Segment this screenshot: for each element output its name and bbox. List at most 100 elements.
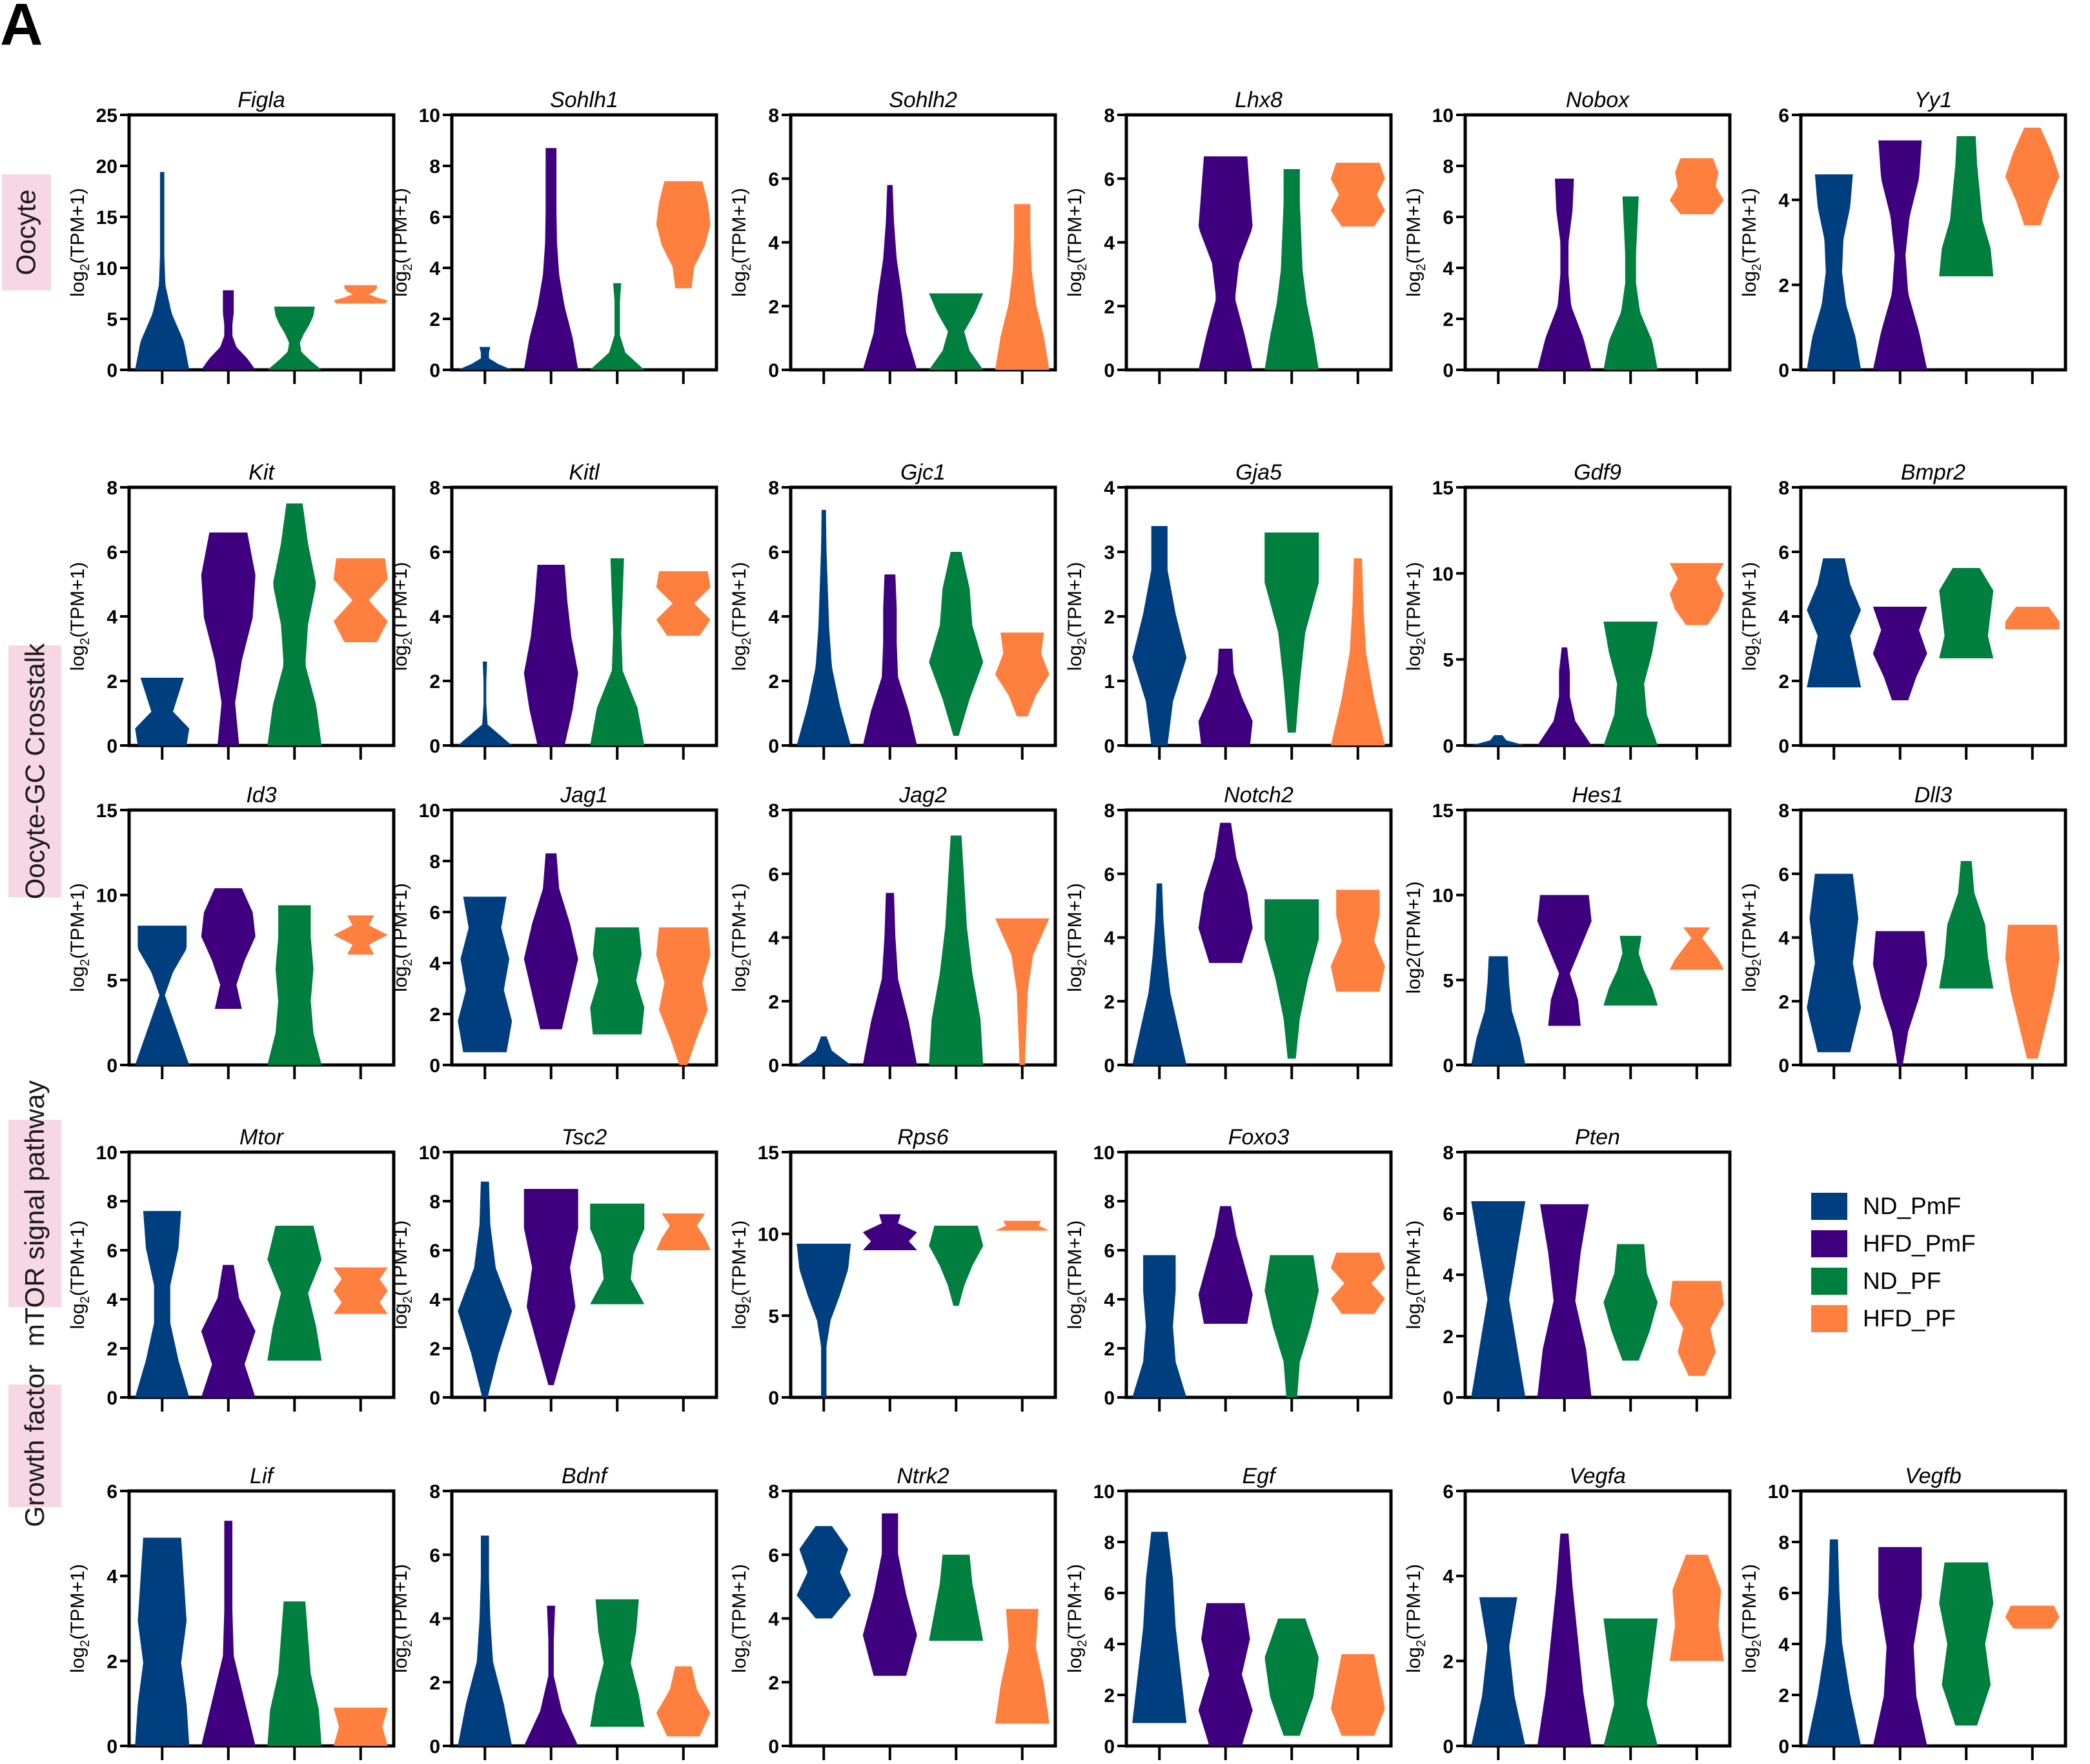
- panel-title: Egf: [1242, 1464, 1277, 1488]
- violin-nd-pf: [590, 927, 645, 1035]
- panel-title: Ntrk2: [897, 1464, 949, 1488]
- violin-hfd-pmf: [862, 574, 917, 745]
- y-axis-label: log2(TPM+1): [1403, 1221, 1428, 1330]
- panel-title: Jag1: [560, 783, 608, 807]
- violin-panel-egf: Egf 0 2 4 6 8 10 log2(TPM+1): [1064, 1464, 1393, 1760]
- legend-item: ND_PF: [1811, 1262, 1976, 1300]
- plot-frame: [450, 1150, 718, 1399]
- y-tick-label: 6: [1104, 1241, 1115, 1262]
- plot-frame: [1799, 1489, 2067, 1748]
- y-tick-label: 5: [107, 309, 117, 330]
- y-tick-label: 5: [768, 1306, 779, 1327]
- violin-panel-lif: Lif 0 2 4 6 log2(TPM+1): [67, 1464, 396, 1760]
- violin-panel-kit: Kit 0 2 4 6 8 log2(TPM+1): [67, 460, 396, 760]
- y-tick-label: 10: [96, 1142, 117, 1164]
- y-tick-label: 8: [429, 851, 440, 873]
- violin-panel-rps6: Rps6 0 5 10 15 log2(TPM+1): [729, 1125, 1057, 1412]
- y-tick-label: 8: [1104, 1532, 1115, 1554]
- row-label-oocyte: Oocyte: [2, 174, 51, 290]
- y-tick-label: 8: [1104, 1191, 1115, 1213]
- violin-nd-pmf: [1132, 526, 1187, 745]
- violin-hfd-pf: [656, 927, 711, 1065]
- y-tick-label: 4: [429, 607, 440, 628]
- y-tick-label: 2: [768, 991, 779, 1013]
- violin-nd-pf: [590, 283, 645, 370]
- y-tick-label: 2: [429, 671, 440, 693]
- plot-frame: [1124, 1150, 1393, 1399]
- y-axis-label: log2(TPM+1): [729, 562, 754, 671]
- y-tick-label: 4: [1104, 478, 1115, 499]
- violin-nd-pf: [1264, 168, 1319, 370]
- violin-panel-dll3: Dll3 0 2 4 6 8 log2(TPM+1): [1739, 783, 2067, 1079]
- violin-panel-tsc2: Tsc2 0 2 4 6 8 10 log2(TPM+1): [390, 1125, 718, 1412]
- y-tick-label: 4: [429, 953, 440, 975]
- violin-hfd-pmf: [862, 185, 917, 370]
- panel-title: Vegfb: [1905, 1464, 1962, 1488]
- y-tick-label: 6: [107, 1241, 117, 1262]
- panel-title: Figla: [238, 88, 285, 112]
- panel-title: Dll3: [1914, 783, 1953, 807]
- y-tick-label: 8: [768, 105, 779, 127]
- violin-hfd-pmf: [1537, 1533, 1592, 1746]
- panel-title: Nobox: [1566, 88, 1630, 112]
- y-tick-label: 6: [429, 902, 440, 924]
- y-tick-label: 8: [768, 478, 779, 499]
- violin-hfd-pf: [1331, 1654, 1385, 1736]
- violin-hfd-pmf: [201, 1264, 256, 1397]
- violin-hfd-pmf: [1872, 140, 1927, 370]
- panel-title: Gja5: [1235, 460, 1282, 485]
- violin-nd-pmf: [135, 926, 190, 1065]
- plot-frame: [1799, 113, 2067, 372]
- y-tick-label: 6: [1104, 169, 1115, 190]
- violin-nd-pf: [590, 1599, 645, 1727]
- violin-nd-pf: [267, 307, 322, 370]
- violin-nd-pf: [1264, 899, 1319, 1059]
- violin-nd-pf: [1939, 861, 1994, 989]
- y-tick-label: 0: [429, 1388, 440, 1409]
- violin-hfd-pf: [2005, 607, 2060, 629]
- y-tick-label: 2: [768, 1672, 779, 1694]
- violin-nd-pf: [1603, 1618, 1658, 1746]
- panel-title: Lhx8: [1235, 88, 1283, 112]
- violin-hfd-pf: [333, 1707, 388, 1746]
- violin-panel-nobox: Nobox 0 2 4 6 8 10 log2(TPM+1): [1403, 88, 1732, 384]
- violin-hfd-pmf: [523, 565, 578, 745]
- legend-item: ND_PmF: [1811, 1188, 1976, 1225]
- y-axis-label: log2(TPM+1): [1739, 188, 1764, 297]
- violin-nd-pmf: [458, 1536, 512, 1746]
- panel-title: Mtor: [239, 1125, 285, 1150]
- violin-nd-pf: [590, 1203, 645, 1304]
- violin-hfd-pmf: [1537, 895, 1592, 1026]
- y-axis-label: log2(TPM+1): [1403, 881, 1425, 993]
- plot-frame: [127, 1150, 396, 1399]
- plot-frame: [450, 808, 718, 1067]
- y-tick-label: 4: [768, 1609, 779, 1630]
- y-tick-label: 6: [429, 542, 440, 563]
- y-tick-label: 2: [107, 1651, 117, 1672]
- violin-nd-pmf: [458, 347, 512, 370]
- y-tick-label: 2: [107, 1339, 117, 1360]
- violin-hfd-pf: [1669, 927, 1724, 970]
- violin-hfd-pmf: [1537, 178, 1592, 370]
- y-axis-label: log2(TPM+1): [1064, 1221, 1090, 1330]
- y-tick-label: 4: [107, 1290, 117, 1311]
- y-tick-label: 8: [1778, 1532, 1789, 1554]
- y-axis-label: log2(TPM+1): [1064, 188, 1090, 297]
- violin-hfd-pmf: [523, 853, 578, 1029]
- y-tick-label: 10: [96, 886, 117, 907]
- violin-nd-pf: [1264, 532, 1319, 733]
- y-tick-label: 0: [1104, 736, 1115, 757]
- y-tick-label: 0: [107, 1388, 117, 1409]
- violin-nd-pf: [929, 1226, 984, 1306]
- y-axis-label: log2(TPM+1): [390, 1564, 415, 1673]
- violin-hfd-pmf: [1198, 649, 1253, 745]
- y-tick-label: 8: [768, 800, 779, 822]
- y-tick-label: 0: [1778, 736, 1789, 757]
- y-axis-label: log2(TPM+1): [1739, 883, 1764, 992]
- y-tick-label: 6: [1443, 1481, 1454, 1503]
- y-tick-label: 15: [1432, 800, 1454, 822]
- violin-nd-pf: [267, 1601, 322, 1746]
- violin-nd-pmf: [796, 1243, 851, 1397]
- y-axis-label: log2(TPM+1): [1403, 188, 1428, 297]
- legend-item: HFD_PmF: [1811, 1225, 1976, 1262]
